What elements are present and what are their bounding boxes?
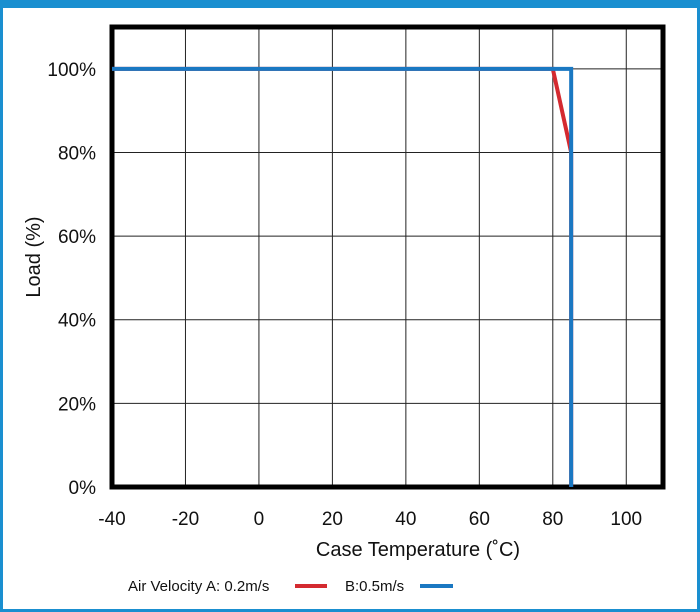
- legend-label-a: A: 0.2m/s: [206, 578, 269, 595]
- x-tick-label: 0: [254, 509, 265, 530]
- grid-lines: [112, 27, 663, 487]
- series-line-a: [112, 66, 574, 487]
- x-axis-label: Case Temperature (˚C): [316, 539, 520, 561]
- x-tick-label: 100: [610, 509, 642, 530]
- legend-label-b: B:0.5m/s: [345, 578, 404, 595]
- y-axis-label: Load (%): [23, 216, 45, 297]
- legend-title: Air Velocity: [128, 578, 203, 595]
- series-lines: [112, 66, 574, 487]
- series-line-b: [112, 66, 574, 487]
- plot-area-border: [109, 24, 666, 490]
- y-tick-labels: 0% 20% 40% 60% 80% 100%: [47, 60, 96, 499]
- y-tick-label: 100%: [47, 60, 96, 81]
- x-tick-labels: -40 -20 0 20 40 60 80 100: [98, 509, 642, 530]
- x-tick-label: 60: [469, 509, 490, 530]
- x-tick-label: 20: [322, 509, 343, 530]
- x-tick-label: 80: [542, 509, 563, 530]
- y-tick-label: 20%: [58, 394, 96, 415]
- x-tick-label: -20: [172, 509, 199, 530]
- y-tick-label: 0%: [69, 478, 97, 499]
- legend: Air Velocity A: 0.2m/s B:0.5m/s: [128, 578, 453, 595]
- x-tick-label: 40: [395, 509, 416, 530]
- x-tick-label: -40: [98, 509, 125, 530]
- y-tick-label: 60%: [58, 227, 96, 248]
- y-tick-label: 40%: [58, 311, 96, 332]
- y-tick-label: 80%: [58, 143, 96, 164]
